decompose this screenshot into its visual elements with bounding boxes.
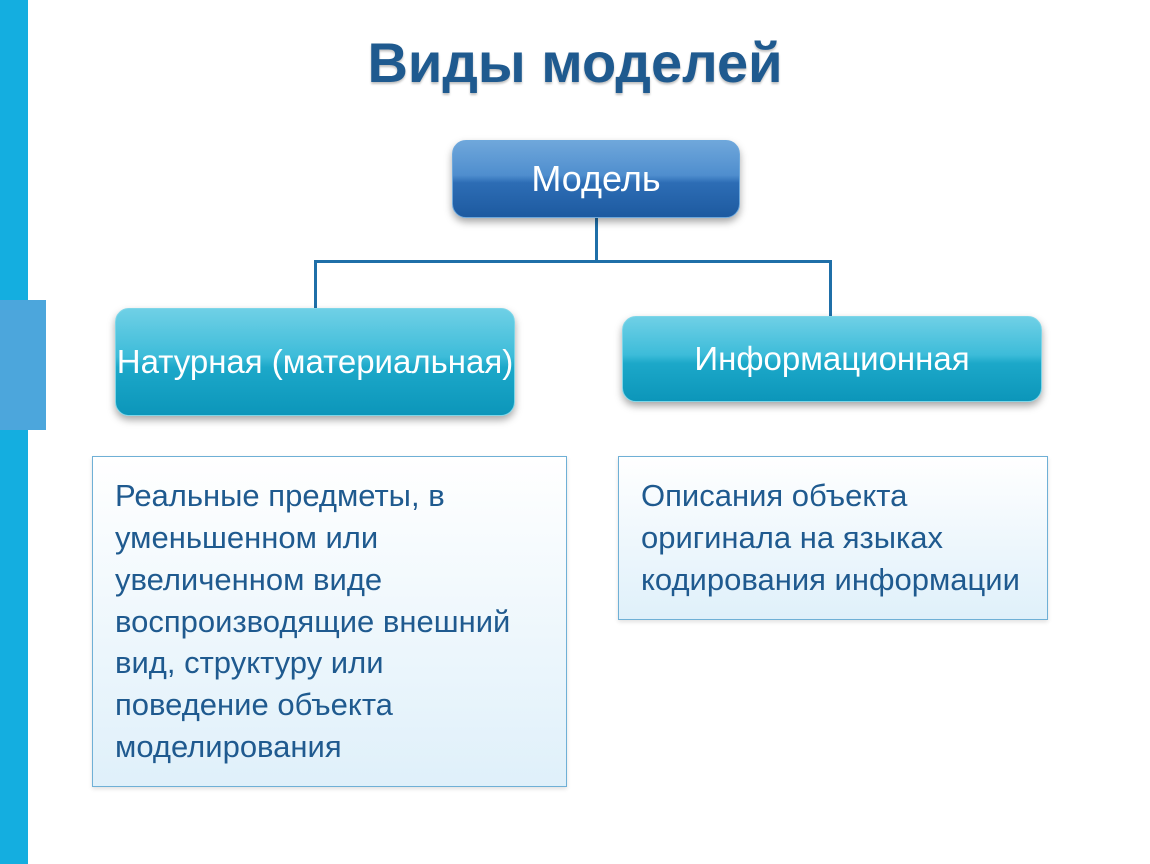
connector — [314, 260, 832, 263]
slide-title: Виды моделей — [0, 30, 1150, 95]
connector — [595, 218, 598, 262]
description-box-left: Реальные предметы, в уменьшенном или уве… — [92, 456, 567, 787]
tree-child-left-label: Натурная (материальная) — [117, 343, 513, 381]
description-box-right: Описания объекта оригинала на языках код… — [618, 456, 1048, 620]
slide-accent-block — [0, 300, 46, 430]
tree-child-right-label: Информационная — [694, 340, 969, 378]
connector — [829, 260, 832, 318]
description-left-text: Реальные предметы, в уменьшенном или уве… — [115, 478, 510, 764]
tree-root-node: Модель — [452, 140, 740, 218]
tree-root-label: Модель — [531, 158, 660, 200]
description-right-text: Описания объекта оригинала на языках код… — [641, 478, 1020, 597]
connector — [314, 260, 317, 310]
tree-child-node-right: Информационная — [622, 316, 1042, 402]
tree-child-node-left: Натурная (материальная) — [115, 308, 515, 416]
slide-accent-bar — [0, 0, 28, 864]
